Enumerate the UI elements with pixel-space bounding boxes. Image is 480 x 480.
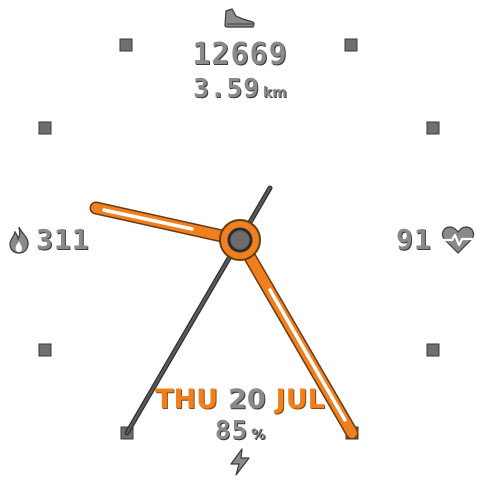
shoe-icon — [224, 8, 255, 28]
hour-marker — [38, 343, 52, 357]
battery-value: 85 — [214, 416, 249, 446]
day-of-month: 20 — [228, 384, 266, 415]
distance-unit: km — [262, 85, 287, 101]
hour-marker — [344, 38, 358, 52]
battery-readout: 85% — [0, 418, 480, 444]
battery-unit: % — [251, 427, 266, 443]
hour-marker — [38, 121, 52, 135]
heart-rate-value: 91 — [396, 223, 432, 256]
heart-pulse-icon — [441, 226, 475, 254]
flame-icon — [9, 226, 29, 254]
date-display: THU 20 JUL — [0, 386, 480, 413]
calories-value: 311 — [36, 223, 90, 256]
weekday: THU — [155, 384, 219, 415]
steps-value: 12669 — [192, 37, 288, 72]
distance-readout: 3.59 km — [0, 76, 480, 102]
hour-marker — [426, 121, 440, 135]
month: JUL — [275, 384, 325, 415]
minute-hand — [233, 233, 359, 440]
hour-hand — [89, 201, 247, 247]
lightning-bolt-icon — [230, 448, 250, 476]
center-hub — [219, 219, 261, 261]
hour-marker — [119, 38, 133, 52]
hour-marker — [426, 343, 440, 357]
distance-value: 3.59 — [193, 74, 260, 104]
